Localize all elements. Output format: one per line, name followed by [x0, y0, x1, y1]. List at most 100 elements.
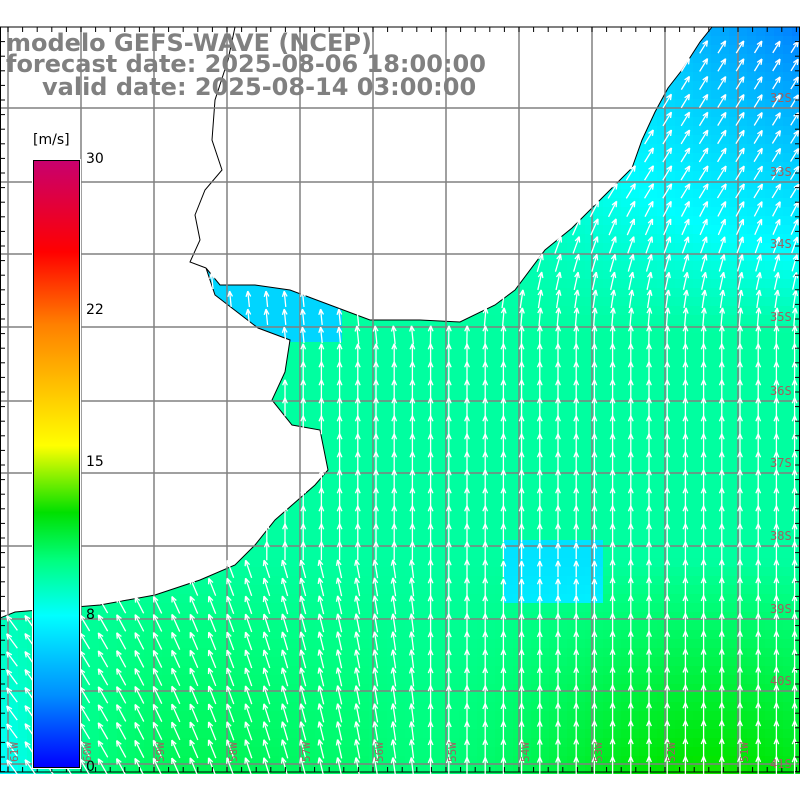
speed-cell — [675, 441, 684, 450]
speed-cell — [702, 243, 711, 252]
speed-cell — [666, 423, 675, 432]
speed-cell — [684, 504, 693, 513]
speed-cell — [702, 153, 711, 162]
speed-cell — [774, 450, 783, 459]
speed-cell — [405, 486, 414, 495]
speed-cell — [477, 495, 486, 504]
speed-cell — [306, 306, 315, 315]
speed-cell — [585, 270, 594, 279]
speed-cell — [576, 297, 585, 306]
speed-cell — [774, 135, 783, 144]
speed-cell — [423, 342, 432, 351]
speed-cell — [774, 477, 783, 486]
speed-cell — [720, 297, 729, 306]
speed-cell — [621, 216, 630, 225]
speed-cell — [333, 486, 342, 495]
speed-cell — [675, 198, 684, 207]
speed-cell — [729, 378, 738, 387]
speed-cell — [540, 252, 549, 261]
speed-cell — [594, 378, 603, 387]
speed-cell — [468, 378, 477, 387]
speed-cell — [720, 243, 729, 252]
speed-cell — [540, 315, 549, 324]
speed-cell — [378, 360, 387, 369]
speed-cell — [774, 405, 783, 414]
speed-cell — [684, 414, 693, 423]
speed-cell — [783, 135, 792, 144]
speed-cell — [720, 207, 729, 216]
speed-cell — [324, 324, 333, 333]
speed-cell — [747, 99, 756, 108]
speed-cell — [468, 333, 477, 342]
speed-cell — [657, 387, 666, 396]
speed-cell — [711, 405, 720, 414]
speed-cell — [729, 288, 738, 297]
speed-cell — [405, 504, 414, 513]
speed-cell — [603, 432, 612, 441]
speed-cell — [486, 459, 495, 468]
speed-cell — [495, 441, 504, 450]
speed-cell — [612, 225, 621, 234]
speed-cell — [630, 450, 639, 459]
speed-cell — [630, 495, 639, 504]
speed-cell — [765, 36, 774, 45]
speed-cell — [783, 144, 792, 153]
speed-cell — [612, 243, 621, 252]
speed-cell — [765, 495, 774, 504]
speed-cell — [702, 324, 711, 333]
speed-cell — [576, 459, 585, 468]
speed-cell — [576, 513, 585, 522]
speed-cell — [729, 495, 738, 504]
speed-cell — [711, 342, 720, 351]
speed-cell — [684, 432, 693, 441]
speed-cell — [468, 522, 477, 531]
speed-cell — [720, 441, 729, 450]
speed-cell — [414, 477, 423, 486]
speed-cell — [693, 144, 702, 153]
speed-cell — [738, 360, 747, 369]
speed-cell — [558, 459, 567, 468]
speed-cell — [513, 306, 522, 315]
speed-cell — [657, 288, 666, 297]
speed-cell — [342, 486, 351, 495]
speed-cell — [576, 378, 585, 387]
speed-cell — [639, 162, 648, 171]
speed-cell — [729, 360, 738, 369]
speed-cell — [693, 216, 702, 225]
speed-cell — [792, 225, 800, 234]
speed-cell — [765, 144, 774, 153]
speed-cell — [504, 306, 513, 315]
speed-cell — [783, 162, 792, 171]
speed-cell — [765, 54, 774, 63]
speed-cell — [693, 63, 702, 72]
speed-cell — [585, 423, 594, 432]
speed-cell — [702, 351, 711, 360]
speed-cell — [729, 387, 738, 396]
speed-cell — [648, 369, 657, 378]
speed-cell — [567, 405, 576, 414]
speed-cell — [585, 324, 594, 333]
speed-cell — [675, 297, 684, 306]
speed-cell — [360, 414, 369, 423]
speed-cell — [549, 513, 558, 522]
speed-cell — [765, 369, 774, 378]
speed-cell — [711, 36, 720, 45]
speed-cell — [468, 405, 477, 414]
speed-cell — [729, 216, 738, 225]
speed-cell — [279, 387, 288, 396]
speed-cell — [756, 486, 765, 495]
speed-cell — [396, 387, 405, 396]
speed-cell — [387, 333, 396, 342]
speed-cell — [702, 450, 711, 459]
speed-cell — [504, 324, 513, 333]
speed-cell — [648, 135, 657, 144]
speed-cell — [567, 423, 576, 432]
speed-cell — [306, 486, 315, 495]
speed-cell — [477, 351, 486, 360]
speed-cell — [756, 27, 765, 36]
speed-cell — [396, 495, 405, 504]
speed-cell — [711, 387, 720, 396]
speed-cell — [567, 369, 576, 378]
speed-cell — [675, 180, 684, 189]
speed-cell — [504, 423, 513, 432]
